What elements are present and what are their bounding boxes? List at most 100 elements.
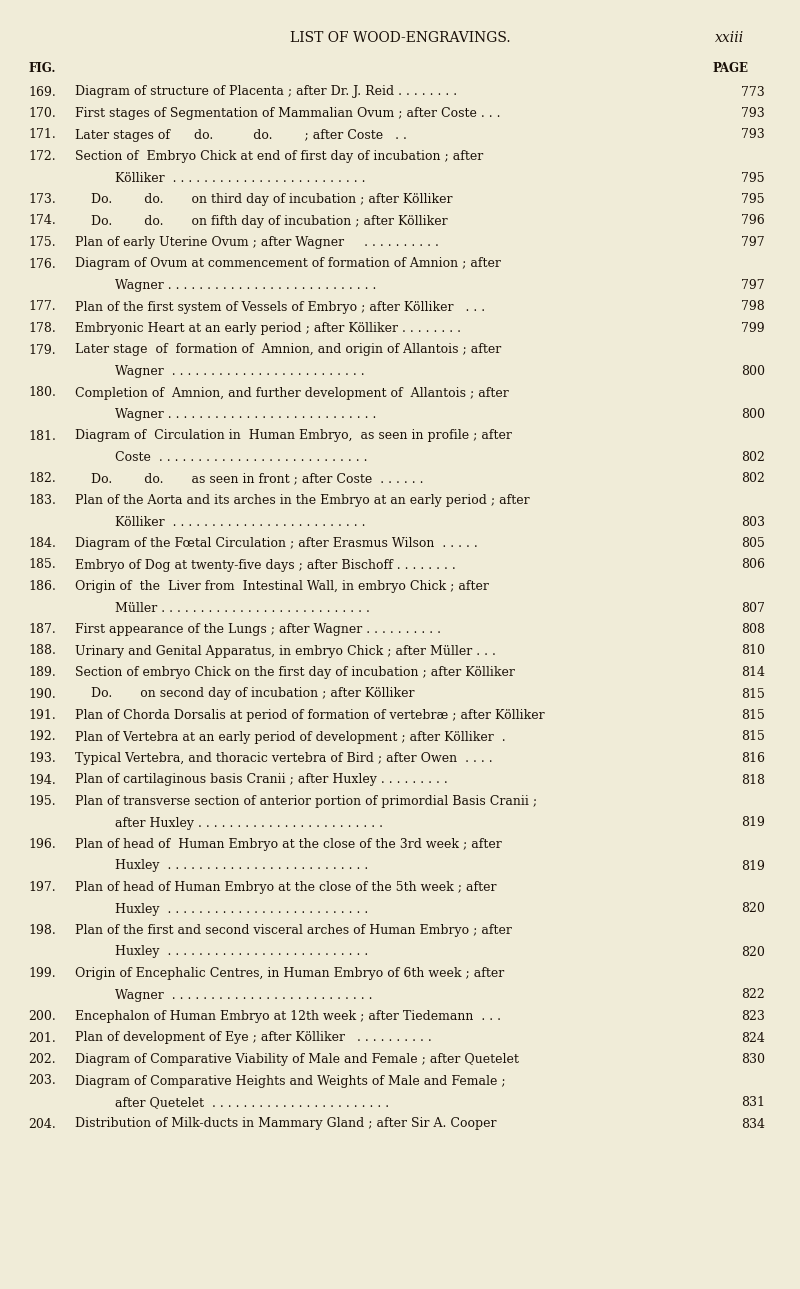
Text: Embryo of Dog at twenty-five days ; after Bischoff . . . . . . . .: Embryo of Dog at twenty-five days ; afte… — [75, 558, 456, 571]
Text: Wagner . . . . . . . . . . . . . . . . . . . . . . . . . . .: Wagner . . . . . . . . . . . . . . . . .… — [115, 409, 376, 422]
Text: after Quetelet  . . . . . . . . . . . . . . . . . . . . . . .: after Quetelet . . . . . . . . . . . . .… — [115, 1096, 389, 1109]
Text: Huxley  . . . . . . . . . . . . . . . . . . . . . . . . . .: Huxley . . . . . . . . . . . . . . . . .… — [115, 946, 368, 959]
Text: Plan of Vertebra at an early period of development ; after Kölliker  .: Plan of Vertebra at an early period of d… — [75, 731, 506, 744]
Text: 806: 806 — [741, 558, 765, 571]
Text: 179.: 179. — [28, 343, 56, 357]
Text: FIG.: FIG. — [28, 62, 55, 75]
Text: 798: 798 — [742, 300, 765, 313]
Text: 171.: 171. — [28, 129, 56, 142]
Text: Origin of  the  Liver from  Intestinal Wall, in embryo Chick ; after: Origin of the Liver from Intestinal Wall… — [75, 580, 489, 593]
Text: 177.: 177. — [28, 300, 56, 313]
Text: Origin of Encephalic Centres, in Human Embryo of 6th week ; after: Origin of Encephalic Centres, in Human E… — [75, 967, 504, 980]
Text: 822: 822 — [742, 989, 765, 1002]
Text: 173.: 173. — [28, 193, 56, 206]
Text: Do.        do.       on fifth day of incubation ; after Kölliker: Do. do. on fifth day of incubation ; aft… — [75, 214, 448, 227]
Text: Later stage  of  formation of  Amnion, and origin of Allantois ; after: Later stage of formation of Amnion, and … — [75, 343, 502, 357]
Text: Later stages of      do.          do.        ; after Coste   . .: Later stages of do. do. ; after Coste . … — [75, 129, 407, 142]
Text: 815: 815 — [741, 731, 765, 744]
Text: Müller . . . . . . . . . . . . . . . . . . . . . . . . . . .: Müller . . . . . . . . . . . . . . . . .… — [115, 602, 370, 615]
Text: Diagram of structure of Placenta ; after Dr. J. Reid . . . . . . . .: Diagram of structure of Placenta ; after… — [75, 85, 457, 98]
Text: 795: 795 — [742, 193, 765, 206]
Text: Diagram of Comparative Viability of Male and Female ; after Quetelet: Diagram of Comparative Viability of Male… — [75, 1053, 519, 1066]
Text: Diagram of the Fœtal Circulation ; after Erasmus Wilson  . . . . .: Diagram of the Fœtal Circulation ; after… — [75, 538, 478, 550]
Text: 181.: 181. — [28, 429, 56, 442]
Text: 807: 807 — [741, 602, 765, 615]
Text: First stages of Segmentation of Mammalian Ovum ; after Coste . . .: First stages of Segmentation of Mammalia… — [75, 107, 501, 120]
Text: 795: 795 — [742, 171, 765, 184]
Text: Distribution of Milk-ducts in Mammary Gland ; after Sir A. Cooper: Distribution of Milk-ducts in Mammary Gl… — [75, 1118, 497, 1130]
Text: 182.: 182. — [28, 473, 56, 486]
Text: 201.: 201. — [28, 1031, 56, 1044]
Text: 180.: 180. — [28, 387, 56, 400]
Text: Plan of early Uterine Ovum ; after Wagner     . . . . . . . . . .: Plan of early Uterine Ovum ; after Wagne… — [75, 236, 439, 249]
Text: 184.: 184. — [28, 538, 56, 550]
Text: Kölliker  . . . . . . . . . . . . . . . . . . . . . . . . .: Kölliker . . . . . . . . . . . . . . . .… — [115, 516, 366, 528]
Text: 815: 815 — [741, 687, 765, 700]
Text: 202.: 202. — [28, 1053, 56, 1066]
Text: 796: 796 — [742, 214, 765, 227]
Text: PAGE: PAGE — [712, 62, 748, 75]
Text: Do.        do.       as seen in front ; after Coste  . . . . . .: Do. do. as seen in front ; after Coste .… — [75, 473, 423, 486]
Text: 834: 834 — [741, 1118, 765, 1130]
Text: 193.: 193. — [28, 751, 56, 764]
Text: 816: 816 — [741, 751, 765, 764]
Text: 175.: 175. — [28, 236, 56, 249]
Text: 198.: 198. — [28, 924, 56, 937]
Text: Huxley  . . . . . . . . . . . . . . . . . . . . . . . . . .: Huxley . . . . . . . . . . . . . . . . .… — [115, 860, 368, 873]
Text: Plan of Chorda Dorsalis at period of formation of vertebræ ; after Kölliker: Plan of Chorda Dorsalis at period of for… — [75, 709, 545, 722]
Text: Plan of the Aorta and its arches in the Embryo at an early period ; after: Plan of the Aorta and its arches in the … — [75, 494, 530, 507]
Text: Coste  . . . . . . . . . . . . . . . . . . . . . . . . . . .: Coste . . . . . . . . . . . . . . . . . … — [115, 451, 367, 464]
Text: 203.: 203. — [28, 1075, 56, 1088]
Text: 192.: 192. — [28, 731, 56, 744]
Text: 799: 799 — [742, 322, 765, 335]
Text: 810: 810 — [741, 644, 765, 657]
Text: 185.: 185. — [28, 558, 56, 571]
Text: 808: 808 — [741, 623, 765, 635]
Text: 802: 802 — [741, 451, 765, 464]
Text: 178.: 178. — [28, 322, 56, 335]
Text: Diagram of  Circulation in  Human Embryo,  as seen in profile ; after: Diagram of Circulation in Human Embryo, … — [75, 429, 512, 442]
Text: 187.: 187. — [28, 623, 56, 635]
Text: Do.        do.       on third day of incubation ; after Kölliker: Do. do. on third day of incubation ; aft… — [75, 193, 453, 206]
Text: 800: 800 — [741, 409, 765, 422]
Text: 170.: 170. — [28, 107, 56, 120]
Text: 818: 818 — [741, 773, 765, 786]
Text: after Huxley . . . . . . . . . . . . . . . . . . . . . . . .: after Huxley . . . . . . . . . . . . . .… — [115, 816, 383, 830]
Text: LIST OF WOOD-ENGRAVINGS.: LIST OF WOOD-ENGRAVINGS. — [290, 31, 510, 45]
Text: Completion of  Amnion, and further development of  Allantois ; after: Completion of Amnion, and further develo… — [75, 387, 509, 400]
Text: 200.: 200. — [28, 1011, 56, 1023]
Text: 819: 819 — [741, 816, 765, 830]
Text: Diagram of Ovum at commencement of formation of Amnion ; after: Diagram of Ovum at commencement of forma… — [75, 258, 501, 271]
Text: 169.: 169. — [28, 85, 56, 98]
Text: Plan of development of Eye ; after Kölliker   . . . . . . . . . .: Plan of development of Eye ; after Kölli… — [75, 1031, 432, 1044]
Text: 197.: 197. — [28, 880, 56, 895]
Text: Typical Vertebra, and thoracic vertebra of Bird ; after Owen  . . . .: Typical Vertebra, and thoracic vertebra … — [75, 751, 493, 764]
Text: 172.: 172. — [28, 150, 56, 162]
Text: 793: 793 — [742, 129, 765, 142]
Text: 183.: 183. — [28, 494, 56, 507]
Text: 199.: 199. — [28, 967, 56, 980]
Text: 823: 823 — [741, 1011, 765, 1023]
Text: 190.: 190. — [28, 687, 56, 700]
Text: 188.: 188. — [28, 644, 56, 657]
Text: 831: 831 — [741, 1096, 765, 1109]
Text: Wagner  . . . . . . . . . . . . . . . . . . . . . . . . . .: Wagner . . . . . . . . . . . . . . . . .… — [115, 989, 373, 1002]
Text: 204.: 204. — [28, 1118, 56, 1130]
Text: 800: 800 — [741, 365, 765, 378]
Text: 820: 820 — [741, 902, 765, 915]
Text: 797: 797 — [742, 278, 765, 293]
Text: 174.: 174. — [28, 214, 56, 227]
Text: Kölliker  . . . . . . . . . . . . . . . . . . . . . . . . .: Kölliker . . . . . . . . . . . . . . . .… — [115, 171, 366, 184]
Text: 797: 797 — [742, 236, 765, 249]
Text: 195.: 195. — [28, 795, 56, 808]
Text: 186.: 186. — [28, 580, 56, 593]
Text: First appearance of the Lungs ; after Wagner . . . . . . . . . .: First appearance of the Lungs ; after Wa… — [75, 623, 441, 635]
Text: Embryonic Heart at an early period ; after Kölliker . . . . . . . .: Embryonic Heart at an early period ; aft… — [75, 322, 461, 335]
Text: Plan of head of  Human Embryo at the close of the 3rd week ; after: Plan of head of Human Embryo at the clos… — [75, 838, 502, 851]
Text: Plan of head of Human Embryo at the close of the 5th week ; after: Plan of head of Human Embryo at the clos… — [75, 880, 497, 895]
Text: Urinary and Genital Apparatus, in embryo Chick ; after Müller . . .: Urinary and Genital Apparatus, in embryo… — [75, 644, 496, 657]
Text: 815: 815 — [741, 709, 765, 722]
Text: 191.: 191. — [28, 709, 56, 722]
Text: Plan of cartilaginous basis Cranii ; after Huxley . . . . . . . . .: Plan of cartilaginous basis Cranii ; aft… — [75, 773, 448, 786]
Text: 793: 793 — [742, 107, 765, 120]
